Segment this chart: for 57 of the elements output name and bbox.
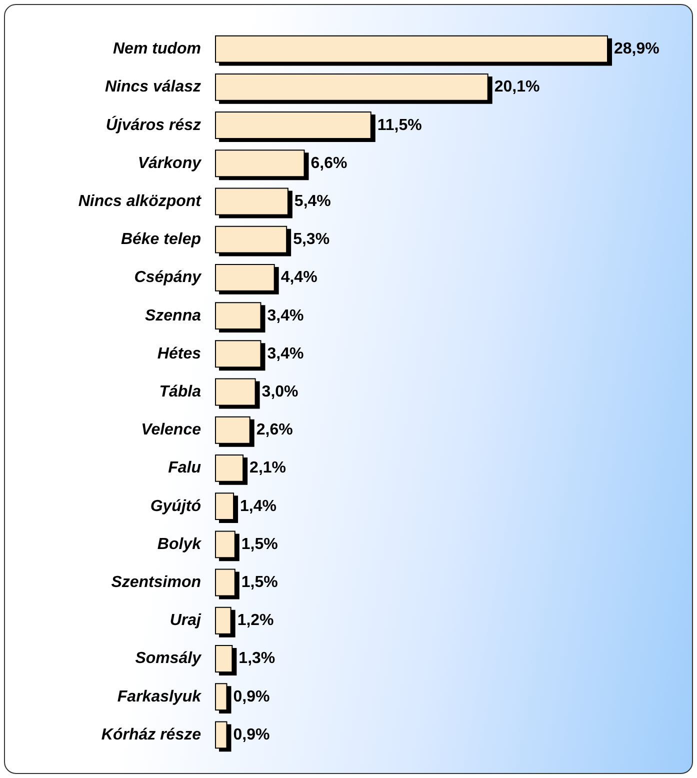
data-label: 2,6%	[256, 422, 293, 439]
bar	[215, 378, 256, 406]
data-label: 1,4%	[240, 498, 277, 515]
data-label: 2,1%	[250, 460, 286, 477]
data-label: 5,4%	[294, 192, 331, 210]
bar	[215, 454, 244, 482]
bar	[215, 73, 488, 101]
y-tick-label: Gyújtó	[150, 498, 202, 515]
data-label: 6,6%	[310, 154, 348, 172]
bar	[215, 35, 608, 63]
data-label: 1,5%	[241, 536, 278, 553]
data-label: 28,9%	[614, 40, 660, 58]
bar	[215, 721, 228, 749]
data-label: 5,3%	[293, 231, 330, 248]
y-tick-label: Falu	[168, 460, 202, 477]
y-tick-label: Szentsimon	[111, 574, 202, 592]
y-tick-label: Nincs alközpont	[78, 192, 202, 210]
bar	[215, 226, 288, 254]
bar	[215, 606, 232, 634]
y-tick-label: Nem tudom	[113, 40, 201, 58]
y-tick-label: Farkaslyuk	[117, 688, 202, 706]
bar	[215, 302, 262, 330]
bar	[215, 340, 262, 368]
bar	[215, 683, 228, 711]
bar	[215, 568, 236, 596]
y-tick-label: Bolyk	[157, 536, 202, 553]
y-tick-label: Hétes	[157, 345, 202, 362]
bar	[215, 416, 250, 444]
y-tick-label: Nincs válasz	[104, 78, 201, 96]
data-label: 0,9%	[233, 726, 270, 744]
data-label: 3,4%	[267, 307, 304, 324]
y-tick-label: Béke telep	[120, 231, 202, 248]
data-label: 1,2%	[237, 612, 274, 630]
bar	[215, 492, 234, 520]
y-tick-label: Várkony	[138, 154, 202, 172]
bar	[215, 645, 233, 672]
data-label: 3,0%	[262, 384, 298, 400]
bar	[215, 530, 236, 558]
y-tick-label: Tábla	[159, 384, 202, 400]
y-tick-label: Újváros rész	[106, 114, 201, 134]
bar	[215, 150, 305, 178]
data-label: 4,4%	[280, 269, 318, 286]
bar	[215, 112, 372, 139]
data-label: 1,3%	[238, 650, 276, 668]
y-tick-label: Csépány	[134, 269, 202, 286]
bar	[215, 188, 288, 216]
y-tick-label: Szenna	[144, 307, 202, 324]
data-label: 1,5%	[241, 574, 278, 592]
y-tick-label: Kórház része	[101, 726, 202, 744]
y-tick-label: Somsály	[135, 650, 202, 668]
y-tick-label: Velence	[141, 422, 202, 439]
data-label: 3,4%	[267, 345, 304, 362]
y-tick-label: Uraj	[170, 612, 202, 630]
data-label: 11,5%	[377, 116, 422, 134]
bar	[215, 264, 275, 292]
data-label: 0,9%	[233, 688, 270, 706]
data-label: 20,1%	[494, 78, 540, 96]
